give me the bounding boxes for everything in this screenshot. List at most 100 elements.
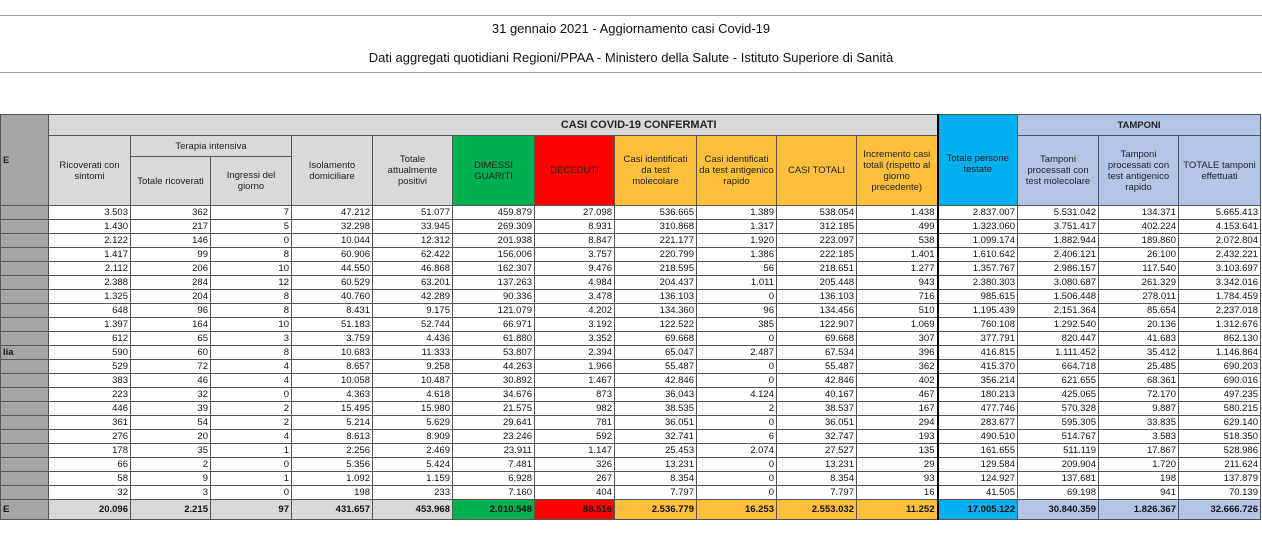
value-cell: 35.412 bbox=[1098, 345, 1179, 360]
table-row: 66 2 0 5.356 5.424 7.481 326 13.231 0 13.231 29 129… bbox=[0, 457, 1261, 472]
value-cell: 690.016 bbox=[1178, 373, 1261, 388]
value-cell: 42.846 bbox=[776, 373, 857, 388]
value-cell: 220.799 bbox=[614, 247, 697, 262]
col-header-6: DECEDUTI bbox=[534, 135, 615, 206]
value-cell: 1.195.439 bbox=[936, 303, 1018, 318]
value-cell: 781 bbox=[534, 415, 615, 430]
value-cell: 1.467 bbox=[534, 373, 615, 388]
value-cell: 8.657 bbox=[291, 359, 373, 374]
value-cell: 4.984 bbox=[534, 275, 615, 290]
value-cell: 8.354 bbox=[614, 471, 697, 486]
value-cell: 2.122 bbox=[48, 233, 131, 248]
value-cell: 72 bbox=[130, 359, 211, 374]
region-cell bbox=[0, 289, 49, 304]
value-cell: 156.006 bbox=[452, 247, 535, 262]
value-cell: 205.448 bbox=[776, 275, 857, 290]
value-cell: 3.757 bbox=[534, 247, 615, 262]
value-cell: 873 bbox=[534, 387, 615, 402]
value-cell: 36.051 bbox=[776, 415, 857, 430]
value-cell: 0 bbox=[696, 457, 777, 472]
region-cell bbox=[0, 485, 49, 500]
value-cell: 0 bbox=[696, 359, 777, 374]
value-cell: 13.231 bbox=[776, 457, 857, 472]
value-cell: 8.847 bbox=[534, 233, 615, 248]
value-cell: 0 bbox=[696, 373, 777, 388]
value-cell: 136.103 bbox=[614, 289, 697, 304]
value-cell: 134.456 bbox=[776, 303, 857, 318]
value-cell: 10 bbox=[210, 317, 292, 332]
value-cell: 0 bbox=[696, 331, 777, 346]
value-cell: 538.054 bbox=[776, 205, 857, 220]
value-cell: 12.312 bbox=[372, 233, 453, 248]
col-header-7: Casi identificati da test molecolare bbox=[614, 135, 697, 206]
value-cell: 222.185 bbox=[776, 247, 857, 262]
value-cell: 2.151.364 bbox=[1017, 303, 1099, 318]
covid-data-table: E CASI COVID-19 CONFERMATI Totale person… bbox=[0, 114, 1261, 520]
value-cell: 276 bbox=[48, 429, 131, 444]
value-cell: 32.747 bbox=[776, 429, 857, 444]
value-cell: 1.011 bbox=[696, 275, 777, 290]
value-cell: 9 bbox=[130, 471, 211, 486]
value-cell: 32.298 bbox=[291, 219, 373, 234]
region-cell bbox=[0, 317, 49, 332]
region-cell bbox=[0, 429, 49, 444]
value-cell: 52.744 bbox=[372, 317, 453, 332]
value-cell: 356.214 bbox=[936, 373, 1018, 388]
value-cell: 1 bbox=[210, 443, 292, 458]
value-cell: 25.485 bbox=[1098, 359, 1179, 374]
value-cell: 862.130 bbox=[1178, 331, 1261, 346]
value-cell: 8.613 bbox=[291, 429, 373, 444]
value-cell: 2.010.548 bbox=[452, 499, 535, 520]
value-cell: 121.079 bbox=[452, 303, 535, 318]
value-cell: 206 bbox=[130, 261, 211, 276]
value-cell: 30.840.359 bbox=[1017, 499, 1099, 520]
value-cell: 33.835 bbox=[1098, 415, 1179, 430]
value-cell: 12 bbox=[210, 275, 292, 290]
table-row: 529 72 4 8.657 9.258 44.263 1.966 55.487 0 55.487… bbox=[0, 359, 1261, 374]
value-cell: 2.487 bbox=[696, 345, 777, 360]
value-cell: 20 bbox=[130, 429, 211, 444]
value-cell: 29 bbox=[856, 457, 938, 472]
value-cell: 3.759 bbox=[291, 331, 373, 346]
value-cell: 124.927 bbox=[936, 471, 1018, 486]
region-cell: E bbox=[0, 499, 49, 520]
value-cell: 3.478 bbox=[534, 289, 615, 304]
value-cell: 60.529 bbox=[291, 275, 373, 290]
value-cell: 3 bbox=[130, 485, 211, 500]
bottom-divider bbox=[0, 72, 1262, 73]
value-cell: 2.394 bbox=[534, 345, 615, 360]
value-cell: 10 bbox=[210, 261, 292, 276]
value-cell: 2 bbox=[210, 401, 292, 416]
value-cell: 3.503 bbox=[48, 205, 131, 220]
value-cell: 943 bbox=[856, 275, 938, 290]
value-cell: 60.906 bbox=[291, 247, 373, 262]
region-cell bbox=[0, 219, 49, 234]
region-cell: lia bbox=[0, 345, 49, 360]
table-row: 361 54 2 5.214 5.629 29.641 781 36.051 0 36.051 29… bbox=[0, 415, 1261, 430]
value-cell: 459.879 bbox=[452, 205, 535, 220]
value-cell: 1.292.540 bbox=[1017, 317, 1099, 332]
value-cell: 162.307 bbox=[452, 261, 535, 276]
value-cell: 0 bbox=[210, 387, 292, 402]
page-subtitle: Dati aggregati quotidiani Regioni/PPAA -… bbox=[368, 50, 894, 65]
value-cell: 189.860 bbox=[1098, 233, 1179, 248]
value-cell: 3.751.417 bbox=[1017, 219, 1099, 234]
value-cell: 8.354 bbox=[776, 471, 857, 486]
value-cell: 11.333 bbox=[372, 345, 453, 360]
table-row: 2.112 206 10 44.550 46.868 162.307 9.476 218.59… bbox=[0, 261, 1261, 276]
col-header-4: Totale attualmente positivi bbox=[372, 135, 453, 206]
value-cell: 97 bbox=[210, 499, 292, 520]
band-confermati: CASI COVID-19 CONFERMATI bbox=[48, 114, 938, 136]
value-cell: 590 bbox=[48, 345, 131, 360]
table-row: 2.388 284 12 60.529 63.201 137.263 4.984 204.43… bbox=[0, 275, 1261, 290]
value-cell: 6 bbox=[696, 429, 777, 444]
value-cell: 1.966 bbox=[534, 359, 615, 374]
table-row: 1.417 99 8 60.906 62.422 156.006 3.757 220.799 1… bbox=[0, 247, 1261, 262]
value-cell: 1.430 bbox=[48, 219, 131, 234]
value-cell: 5.424 bbox=[372, 457, 453, 472]
value-cell: 134.371 bbox=[1098, 205, 1179, 220]
value-cell: 2.986.157 bbox=[1017, 261, 1099, 276]
region-cell bbox=[0, 247, 49, 262]
value-cell: 70.139 bbox=[1178, 485, 1261, 500]
value-cell: 9.887 bbox=[1098, 401, 1179, 416]
